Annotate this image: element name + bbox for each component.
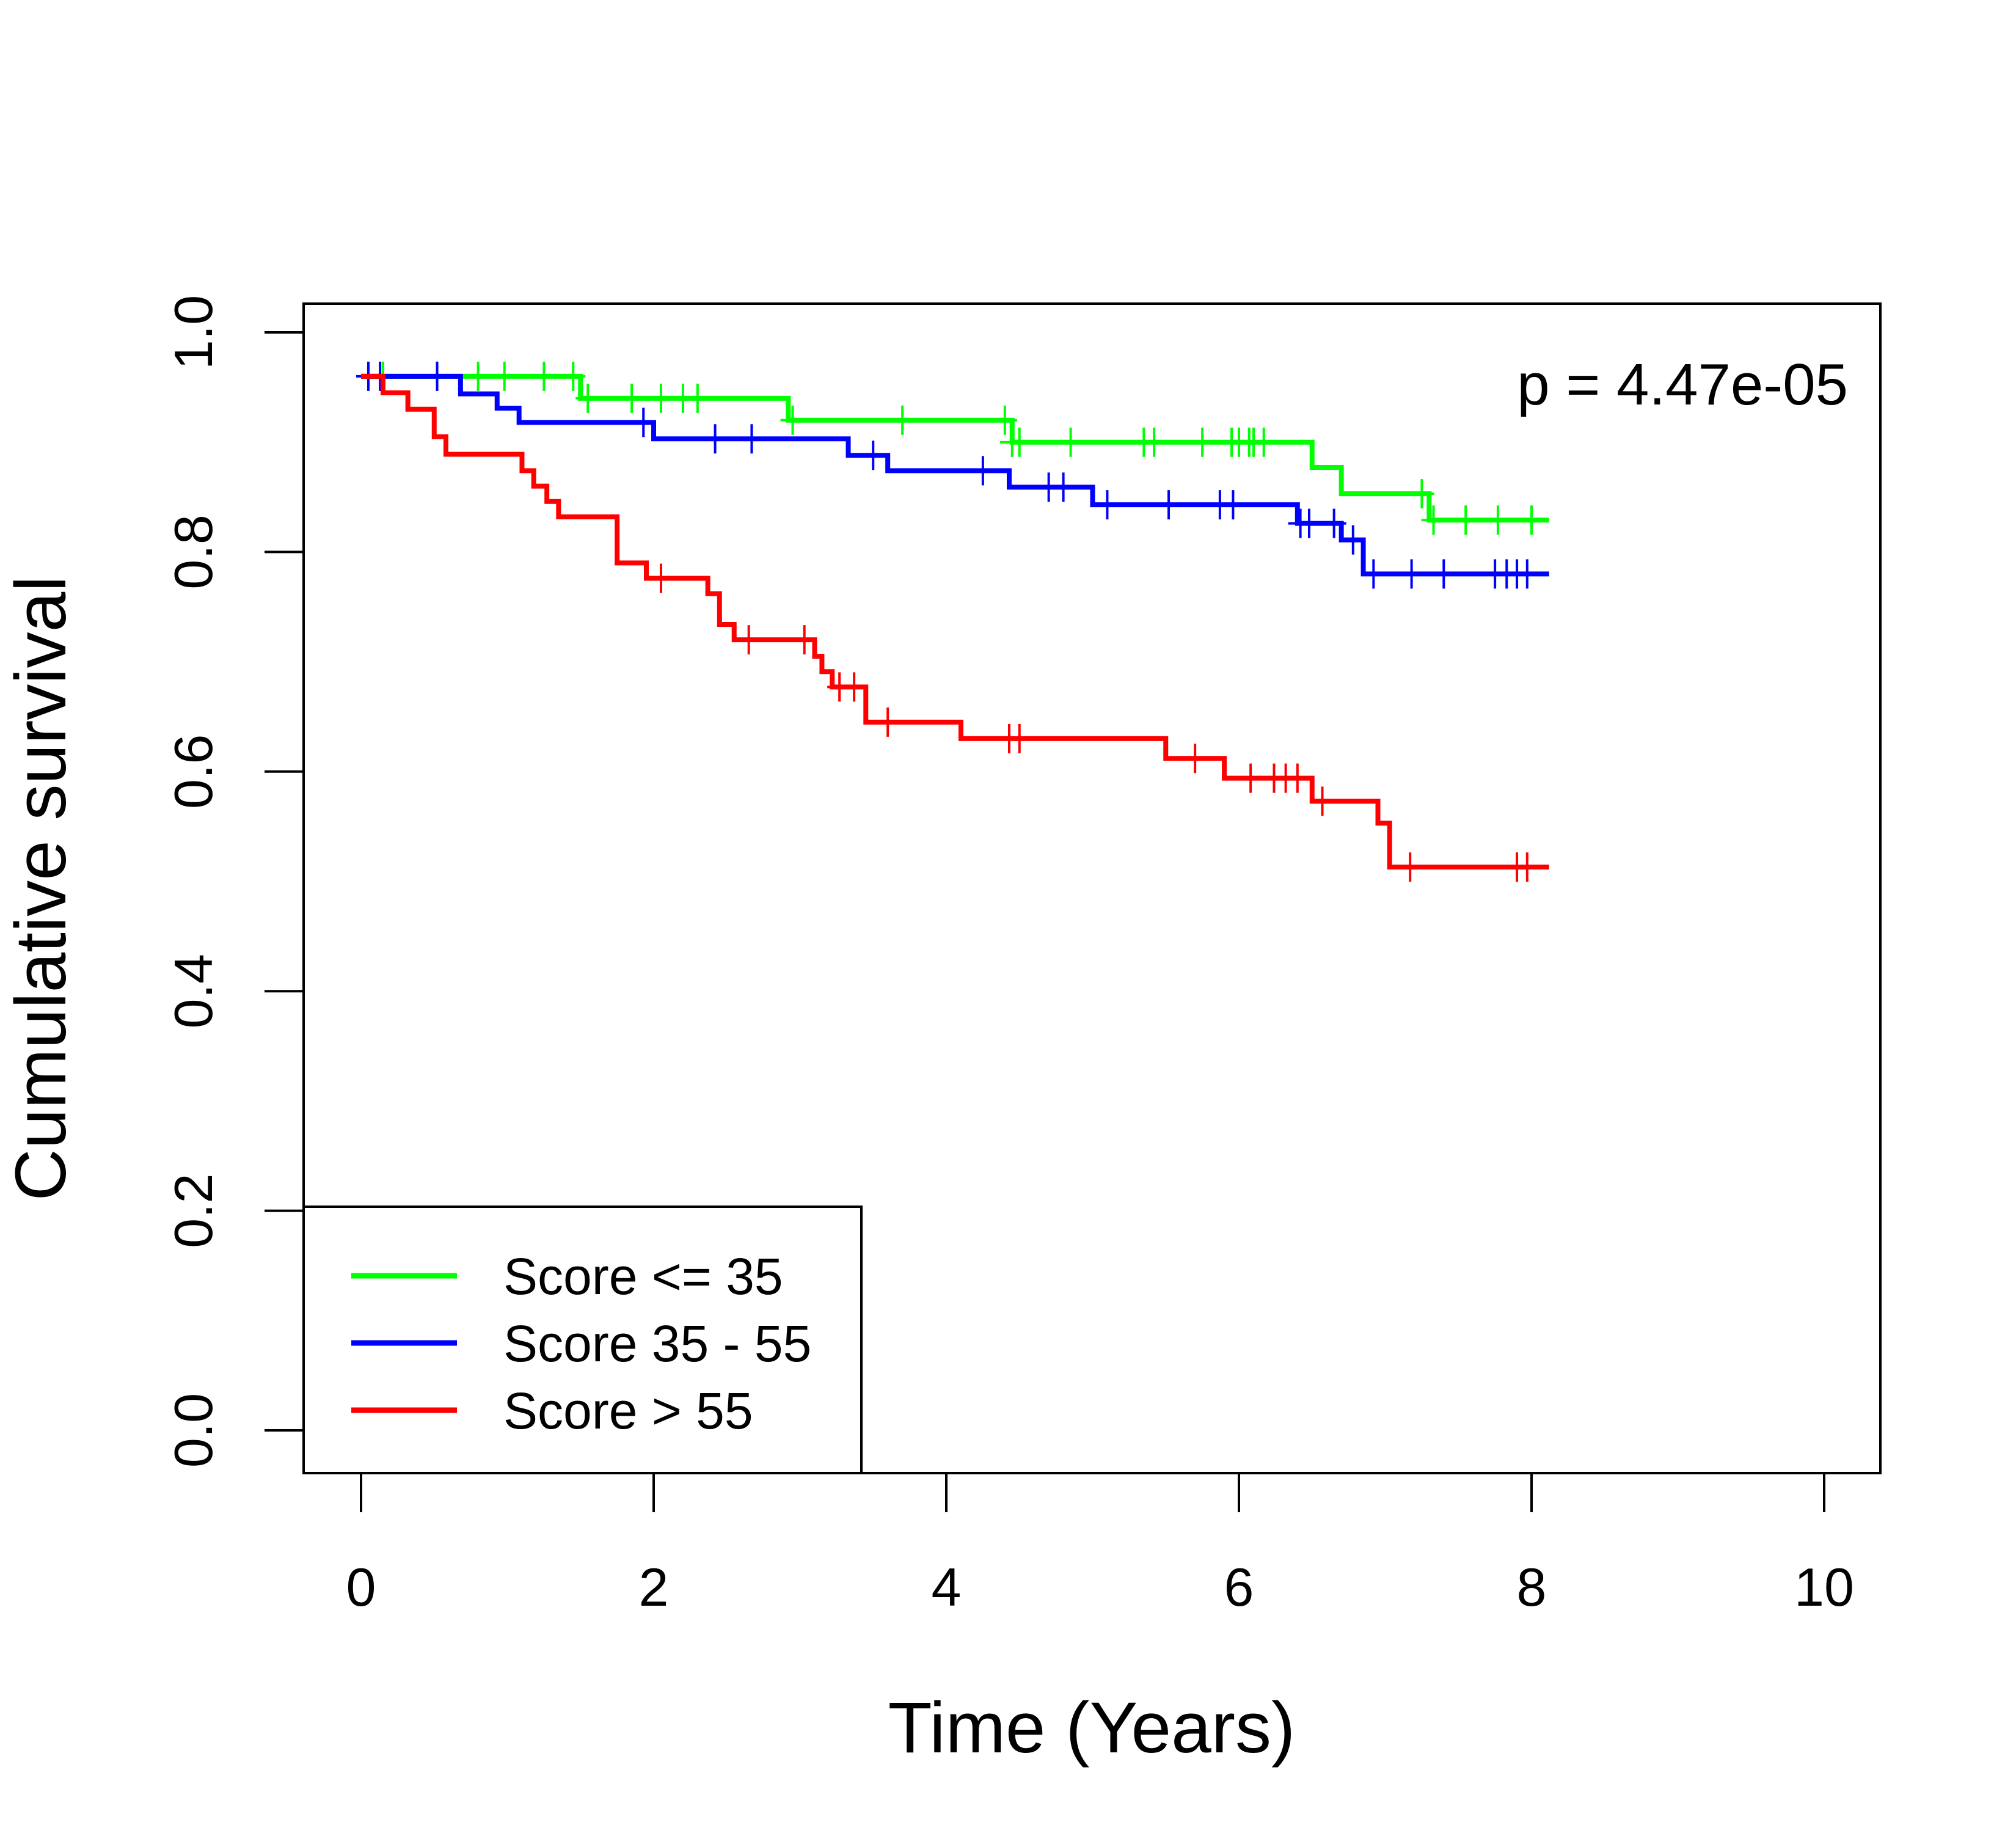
censor-mark — [875, 707, 900, 737]
censor-mark — [1285, 763, 1310, 793]
censor-mark — [842, 672, 867, 702]
series-score-gt-55 — [361, 373, 1549, 882]
series-score-35-55 — [356, 361, 1549, 589]
y-tick-label: 0.6 — [163, 734, 224, 809]
y-tick-label: 1.0 — [163, 295, 224, 370]
survival-curve-score-35-55 — [361, 373, 1549, 577]
legend-box — [302, 1206, 863, 1474]
legend: Score <= 35 Score 35 - 55 Score > 55 — [302, 1206, 863, 1474]
censor-mark — [1007, 427, 1032, 457]
x-tick-label: 8 — [1517, 1557, 1547, 1617]
censor-mark — [619, 383, 645, 413]
censor-mark — [1051, 472, 1076, 502]
y-tick-label: 0.2 — [163, 1173, 224, 1248]
censor-mark — [1183, 744, 1208, 774]
x-axis-label: Time (Years) — [888, 1688, 1296, 1768]
censor-mark — [1361, 559, 1386, 589]
censor-mark — [1190, 427, 1215, 457]
y-tick-label: 0.8 — [163, 514, 224, 589]
censor-mark — [1238, 763, 1263, 793]
censor-mark — [736, 625, 761, 655]
survival-curve-score-le-35 — [361, 373, 1549, 523]
censor-mark — [890, 405, 915, 435]
censor-mark — [648, 563, 673, 593]
censor-mark — [1095, 490, 1120, 520]
legend-label-score-gt-55: Score > 55 — [503, 1382, 753, 1440]
censor-mark — [1431, 559, 1456, 589]
censor-mark — [861, 441, 886, 470]
censor-mark — [1310, 786, 1335, 816]
censor-mark — [1296, 508, 1321, 538]
censor-mark — [1514, 852, 1539, 882]
censor-mark — [561, 361, 586, 391]
censor-mark — [1221, 490, 1246, 520]
censor-mark — [1007, 723, 1032, 753]
axes: 0 2 4 6 8 10 0.0 0.2 0.4 0.6 0.8 1.0 — [163, 295, 1854, 1617]
censor-mark — [1321, 508, 1346, 538]
y-tick-label: 0.0 — [163, 1393, 224, 1468]
censor-mark — [992, 405, 1017, 435]
censor-mark — [685, 383, 710, 413]
series-layer — [356, 361, 1549, 882]
x-tick-label: 6 — [1224, 1557, 1254, 1617]
censor-mark — [1453, 505, 1478, 535]
censor-mark — [466, 361, 491, 391]
x-tick-label: 10 — [1794, 1557, 1854, 1617]
series-score-le-35 — [361, 361, 1549, 535]
censor-mark — [575, 383, 601, 413]
y-axis-label: Cumulative survival — [1, 576, 81, 1201]
censor-mark — [1156, 490, 1181, 520]
censor-mark — [739, 424, 764, 454]
censor-mark — [492, 361, 517, 391]
censor-mark — [1514, 559, 1539, 589]
censor-mark — [1409, 479, 1434, 509]
censor-mark — [1399, 559, 1424, 589]
censor-mark — [970, 456, 995, 486]
y-tick-label: 0.4 — [163, 954, 224, 1028]
censor-mark — [631, 408, 656, 437]
censor-mark — [1251, 427, 1276, 457]
survival-curve-score-gt-55 — [361, 373, 1549, 870]
censor-mark — [1421, 505, 1446, 535]
x-tick-label: 0 — [346, 1557, 376, 1617]
censor-mark — [780, 405, 805, 435]
censor-mark — [1398, 852, 1423, 882]
censor-mark — [1485, 505, 1510, 535]
x-tick-label: 2 — [639, 1557, 669, 1617]
censor-mark — [1058, 427, 1083, 457]
censor-mark — [1519, 505, 1544, 535]
censor-mark — [792, 625, 817, 655]
censor-mark — [1340, 525, 1365, 555]
legend-label-score-35-55: Score 35 - 55 — [503, 1315, 811, 1372]
censor-mark — [703, 424, 728, 454]
censor-mark — [531, 361, 557, 391]
censor-mark — [1142, 427, 1167, 457]
p-value-annotation: p = 4.47e-05 — [1517, 352, 1848, 417]
censor-mark — [648, 383, 673, 413]
legend-label-score-le-35: Score <= 35 — [503, 1248, 783, 1305]
x-tick-label: 4 — [932, 1557, 962, 1617]
censor-mark — [425, 361, 450, 391]
